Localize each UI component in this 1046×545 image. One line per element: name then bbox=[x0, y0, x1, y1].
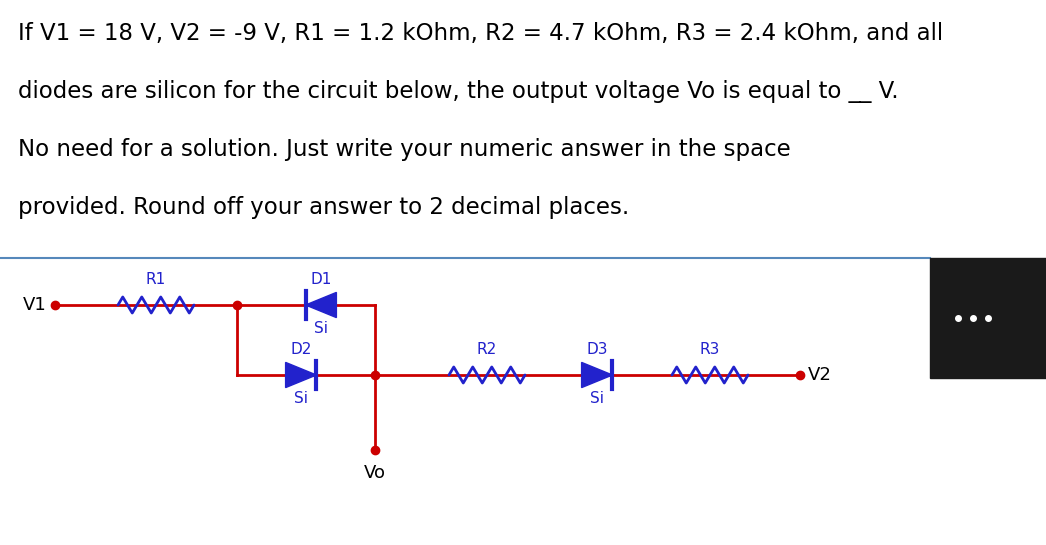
Text: V2: V2 bbox=[808, 366, 832, 384]
Text: Si: Si bbox=[590, 391, 604, 406]
Polygon shape bbox=[582, 362, 612, 387]
Text: V1: V1 bbox=[23, 296, 47, 314]
Polygon shape bbox=[305, 293, 337, 318]
Text: R1: R1 bbox=[145, 272, 166, 287]
Text: Vo: Vo bbox=[364, 464, 386, 482]
Polygon shape bbox=[286, 362, 316, 387]
Text: Si: Si bbox=[294, 391, 308, 406]
Text: provided. Round off your answer to 2 decimal places.: provided. Round off your answer to 2 dec… bbox=[18, 196, 630, 219]
Bar bbox=[930, 258, 1046, 378]
Text: diodes are silicon for the circuit below, the output voltage Vo is equal to __ V: diodes are silicon for the circuit below… bbox=[18, 80, 899, 103]
Text: Si: Si bbox=[314, 321, 328, 336]
Text: D1: D1 bbox=[311, 272, 332, 287]
Text: D2: D2 bbox=[291, 342, 312, 357]
Text: R3: R3 bbox=[700, 342, 721, 357]
Text: If V1 = 18 V, V2 = -9 V, R1 = 1.2 kOhm, R2 = 4.7 kOhm, R3 = 2.4 kOhm, and all: If V1 = 18 V, V2 = -9 V, R1 = 1.2 kOhm, … bbox=[18, 22, 943, 45]
Text: No need for a solution. Just write your numeric answer in the space: No need for a solution. Just write your … bbox=[18, 138, 791, 161]
Text: R2: R2 bbox=[477, 342, 497, 357]
Text: D3: D3 bbox=[586, 342, 608, 357]
